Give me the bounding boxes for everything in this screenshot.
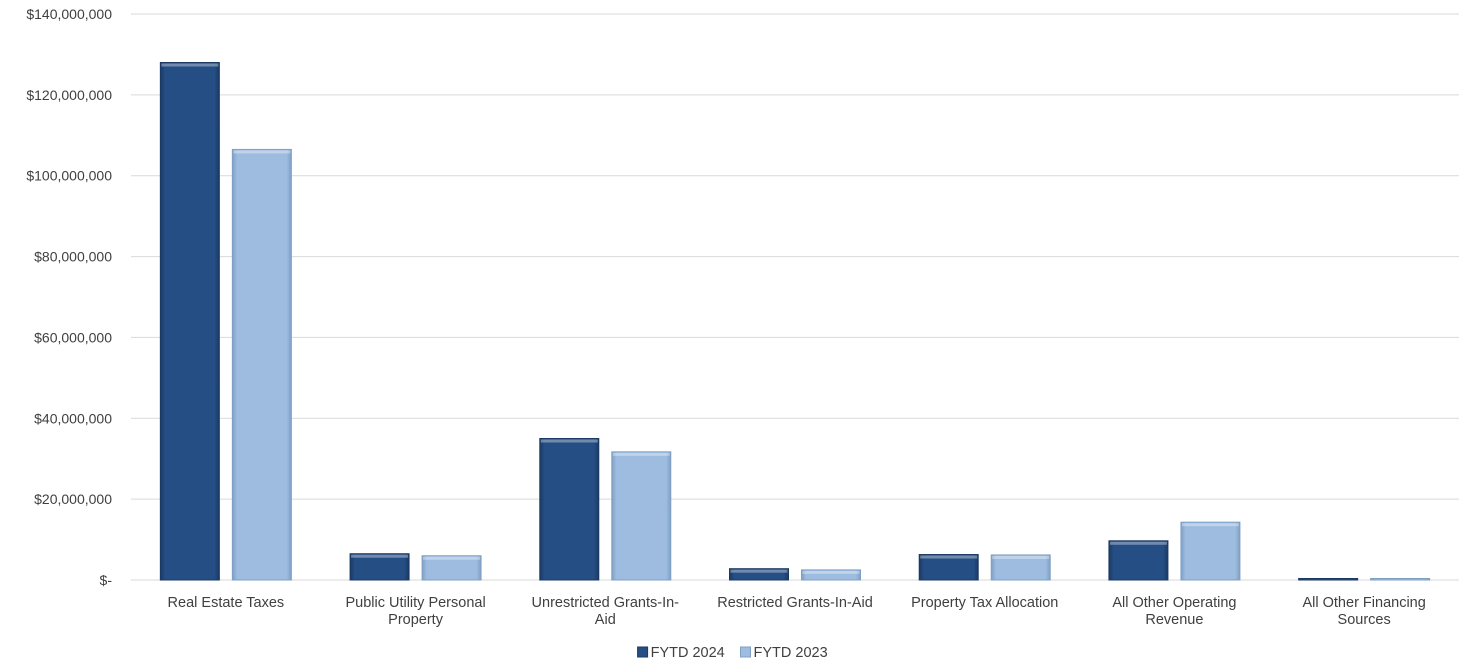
legend-swatch-fytd-2023 bbox=[740, 646, 751, 658]
legend-swatch-fytd-2024 bbox=[637, 646, 649, 658]
x-category-label: All Other Operating bbox=[1112, 595, 1236, 611]
bar-top-highlight bbox=[1109, 541, 1167, 545]
bar-top-highlight bbox=[351, 554, 409, 558]
bar-top-highlight bbox=[423, 556, 481, 560]
y-tick-label: $120,000,000 bbox=[26, 87, 112, 103]
bars bbox=[159, 62, 1431, 581]
bar-fytd-2023 bbox=[1180, 521, 1241, 581]
y-tick-label: $60,000,000 bbox=[34, 329, 112, 345]
bar-fytd-2023 bbox=[611, 451, 672, 581]
bar-fytd-2023 bbox=[421, 555, 482, 581]
y-tick-label: $20,000,000 bbox=[34, 491, 112, 507]
bar-top-highlight bbox=[802, 570, 860, 574]
bar-fytd-2024 bbox=[918, 554, 979, 581]
legend-label: FYTD 2023 bbox=[754, 645, 828, 661]
bar-fytd-2024 bbox=[1108, 540, 1169, 581]
y-tick-label: $140,000,000 bbox=[26, 6, 112, 22]
bar-top-highlight bbox=[1181, 523, 1239, 527]
bar-top-highlight bbox=[540, 439, 598, 443]
bar-top-highlight bbox=[233, 150, 291, 154]
bar-top-highlight bbox=[920, 555, 978, 559]
y-tick-label: $- bbox=[100, 572, 113, 588]
x-category-label: All Other Financing bbox=[1302, 595, 1425, 611]
x-category-label: Public Utility Personal bbox=[345, 595, 485, 611]
bar-fytd-2023 bbox=[1370, 578, 1431, 581]
bar-fytd-2023 bbox=[231, 148, 292, 581]
bar-fytd-2023 bbox=[990, 554, 1051, 581]
y-tick-label: $40,000,000 bbox=[34, 410, 112, 426]
x-category-label: Unrestricted Grants-In- bbox=[532, 595, 680, 611]
y-tick-label: $100,000,000 bbox=[26, 168, 112, 184]
x-category-label: Property Tax Allocation bbox=[911, 595, 1058, 611]
bar-top-highlight bbox=[730, 569, 788, 573]
x-category-label: Property bbox=[388, 612, 444, 628]
x-category-label: Sources bbox=[1338, 612, 1391, 628]
x-category-label: Real Estate Taxes bbox=[168, 595, 285, 611]
x-category-label: Restricted Grants-In-Aid bbox=[717, 595, 873, 611]
bar-top-highlight bbox=[612, 452, 670, 456]
y-axis-ticks: $- $20,000,000 $40,000,000 $60,000,000 $80,0… bbox=[26, 6, 112, 588]
y-gridlines bbox=[131, 13, 1459, 581]
x-category-label: Aid bbox=[595, 612, 616, 628]
bar-top-highlight bbox=[161, 63, 219, 67]
bar-top-highlight bbox=[992, 555, 1050, 559]
bar-fytd-2023 bbox=[801, 569, 861, 581]
x-category-label: Revenue bbox=[1145, 612, 1203, 628]
bar-fytd-2024 bbox=[349, 553, 410, 581]
legend: FYTD 2024 FYTD 2023 bbox=[637, 645, 828, 661]
y-tick-label: $80,000,000 bbox=[34, 249, 112, 265]
bar-fytd-2024 bbox=[159, 62, 220, 581]
bar-fytd-2024 bbox=[729, 568, 789, 581]
legend-label: FYTD 2024 bbox=[651, 645, 725, 661]
bar-fytd-2024 bbox=[1298, 578, 1359, 581]
bar-fytd-2024 bbox=[539, 438, 600, 581]
